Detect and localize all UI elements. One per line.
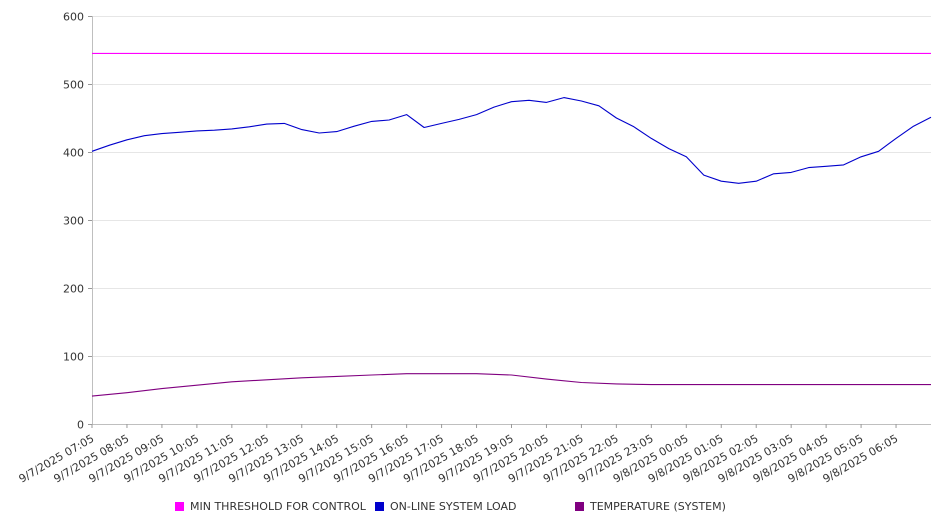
axes [88, 16, 931, 428]
y-tick-label: 500 [63, 79, 84, 92]
legend-item-min-threshold: MIN THRESHOLD FOR CONTROL [175, 499, 366, 513]
legend-label-system-load: ON-LINE SYSTEM LOAD [390, 499, 517, 513]
gridlines [92, 16, 931, 357]
series-lines [91, 52, 932, 397]
y-tick-label: 400 [63, 147, 84, 160]
y-tick-label: 600 [63, 11, 84, 24]
y-tick-label: 200 [63, 283, 84, 296]
legend-item-system-load: ON-LINE SYSTEM LOAD [375, 499, 516, 513]
series-line-temperature [91, 373, 931, 397]
y-axis-tick-labels: 0 100 200 300 400 500 600 [63, 11, 84, 432]
legend-swatch-system-load [375, 501, 384, 511]
series-line-system-load [91, 97, 932, 184]
legend-swatch-temperature [575, 501, 584, 511]
x-axis-tick-labels: 9/7/2025 07:059/7/2025 08:059/7/2025 09:… [17, 432, 901, 486]
legend-swatch-min-threshold [175, 501, 184, 511]
y-tick-label: 300 [63, 215, 84, 228]
legend-label-temperature: TEMPERATURE (SYSTEM) [590, 499, 726, 513]
legend-item-temperature: TEMPERATURE (SYSTEM) [575, 499, 726, 513]
legend-label-min-threshold: MIN THRESHOLD FOR CONTROL [190, 499, 366, 513]
legend: MIN THRESHOLD FOR CONTROL ON-LINE SYSTEM… [0, 499, 946, 513]
y-tick-label: 0 [77, 419, 84, 432]
y-tick-label: 100 [63, 351, 84, 364]
